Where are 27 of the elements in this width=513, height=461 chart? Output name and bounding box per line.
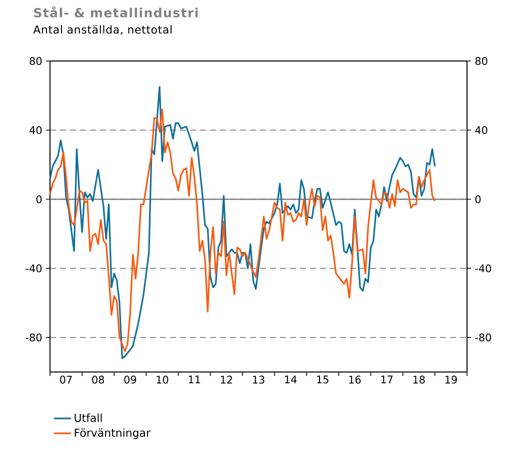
chart-title: Stål- & metallindustri (34, 6, 198, 18)
x-tick-label: 11 (188, 376, 200, 384)
x-tick-label: 07 (60, 376, 72, 384)
x-tick-label: 19 (445, 376, 457, 384)
y-tick-label: 40 (30, 126, 42, 134)
x-tick-label: 08 (92, 376, 104, 384)
y2-tick-label: -80 (475, 333, 492, 342)
x-tick-label: 17 (381, 376, 393, 384)
x-tick-label: 14 (285, 376, 297, 384)
legend-label: Förväntningar (74, 428, 150, 439)
x-tick-label: 18 (413, 376, 425, 384)
legend-label: Utfall (74, 414, 102, 422)
x-tick-label: 10 (156, 376, 168, 384)
x-tick-label: 16 (349, 376, 361, 384)
x-tick-label: 09 (124, 376, 136, 384)
y-tick-label: -40 (26, 264, 42, 272)
y2-tick-label: 0 (475, 195, 481, 204)
y-tick-label: 0 (36, 195, 42, 204)
y-tick-label: 80 (30, 57, 42, 65)
x-tick-label: 12 (220, 376, 232, 384)
chart-subtitle: Antal anställda, nettotal (33, 25, 172, 35)
x-tick-label: 13 (252, 376, 264, 384)
y2-tick-label: 80 (475, 57, 488, 65)
x-tick-label: 15 (317, 376, 328, 384)
y2-tick-label: -40 (475, 264, 492, 272)
y-tick-label: -80 (26, 333, 42, 342)
y2-tick-label: 40 (475, 126, 488, 134)
